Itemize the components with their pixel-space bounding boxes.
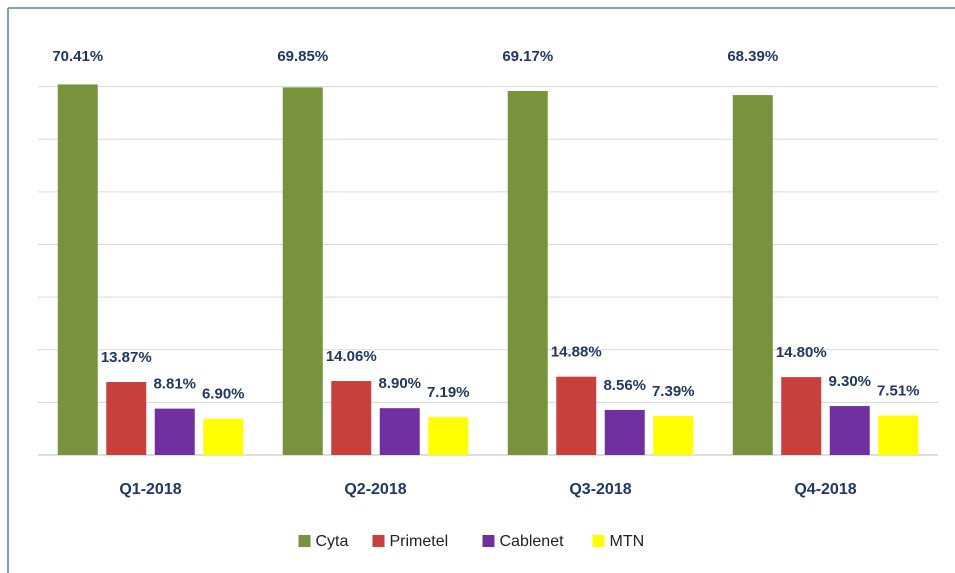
x-tick-label: Q3-2018 (569, 481, 631, 498)
bar (106, 382, 147, 455)
data-label: 7.51% (877, 382, 920, 399)
legend-label: MTN (610, 533, 645, 550)
bar (428, 417, 469, 455)
legend-swatch (592, 535, 605, 547)
legend-swatch (298, 535, 311, 547)
bar (878, 415, 919, 455)
data-label: 13.87% (101, 349, 152, 366)
bar (154, 408, 195, 455)
data-label: 6.90% (202, 386, 245, 403)
data-label: 69.17% (502, 48, 553, 65)
bar (604, 409, 645, 455)
legend-swatch (482, 535, 495, 547)
bar (829, 406, 870, 455)
legend-label: Cablenet (500, 533, 565, 550)
bar (57, 84, 98, 455)
bar (379, 408, 420, 455)
data-label: 14.80% (776, 344, 827, 361)
bar (203, 418, 244, 455)
bar (556, 376, 597, 455)
legend-label: Primetel (390, 533, 449, 550)
bar (732, 95, 773, 455)
data-label: 8.56% (603, 377, 646, 394)
bar (781, 377, 822, 455)
data-label: 14.06% (326, 348, 377, 365)
bar (653, 416, 694, 455)
x-tick-label: Q4-2018 (794, 481, 856, 498)
data-label: 7.19% (427, 384, 470, 401)
data-label: 8.81% (153, 376, 196, 393)
legend-label: Cyta (316, 533, 349, 550)
data-label: 8.90% (378, 375, 421, 392)
x-tick-label: Q1-2018 (119, 481, 181, 498)
legend-swatch (372, 535, 385, 547)
data-label: 14.88% (551, 344, 602, 361)
data-label: 68.39% (727, 48, 778, 65)
bar (507, 90, 548, 456)
data-label: 69.85% (277, 48, 328, 65)
data-label: 70.41% (52, 48, 103, 65)
data-label: 7.39% (652, 383, 695, 400)
bar (282, 87, 323, 456)
x-tick-label: Q2-2018 (344, 481, 406, 498)
data-label: 9.30% (828, 373, 871, 390)
bar (331, 381, 372, 455)
